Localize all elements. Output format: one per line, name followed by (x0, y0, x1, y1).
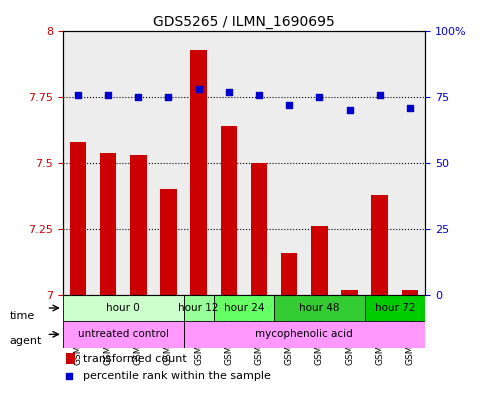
Bar (334, 31, 365, 295)
Text: hour 0: hour 0 (106, 303, 140, 313)
Bar (100, 152, 116, 295)
Point (315, 94, 323, 101)
Bar (311, 226, 327, 295)
Bar (402, 290, 418, 295)
Bar (213, 31, 244, 295)
Point (255, 92, 263, 98)
Point (346, 107, 354, 114)
Point (376, 92, 384, 98)
Bar (123, 31, 154, 295)
Point (134, 94, 142, 101)
Point (406, 105, 414, 111)
Bar (130, 155, 146, 295)
Bar (371, 195, 388, 295)
Bar (70, 142, 86, 295)
Point (225, 89, 233, 95)
Title: GDS5265 / ILMN_1690695: GDS5265 / ILMN_1690695 (153, 15, 335, 29)
Bar (395, 31, 425, 295)
Bar (251, 163, 267, 295)
Text: hour 24: hour 24 (224, 303, 264, 313)
Bar (154, 31, 184, 295)
Bar (281, 253, 298, 295)
Bar (184, 321, 425, 347)
Bar (244, 31, 274, 295)
Point (74, 92, 82, 98)
Point (299, 278, 307, 284)
Bar (63, 31, 93, 295)
Bar (184, 31, 213, 295)
Bar (365, 31, 395, 295)
Bar (365, 295, 425, 321)
Text: agent: agent (10, 336, 42, 346)
Point (285, 102, 293, 108)
Bar (274, 295, 365, 321)
Point (165, 94, 172, 101)
Bar (274, 31, 304, 295)
Text: untreated control: untreated control (78, 329, 169, 339)
Text: percentile rank within the sample: percentile rank within the sample (83, 371, 270, 381)
Bar (160, 189, 177, 295)
Bar (213, 295, 274, 321)
Bar (63, 321, 184, 347)
Text: hour 72: hour 72 (375, 303, 415, 313)
Text: time: time (10, 311, 35, 321)
Bar (63, 295, 184, 321)
Point (195, 86, 202, 92)
Text: hour 12: hour 12 (178, 303, 219, 313)
Bar (184, 295, 213, 321)
Bar (341, 290, 358, 295)
Bar (93, 31, 123, 295)
Text: mycophenolic acid: mycophenolic acid (256, 329, 353, 339)
Text: transformed count: transformed count (83, 354, 186, 364)
Bar (221, 126, 237, 295)
Bar (304, 31, 334, 295)
Bar (67, 353, 75, 364)
Point (104, 92, 112, 98)
Text: hour 48: hour 48 (299, 303, 340, 313)
Bar (190, 50, 207, 295)
